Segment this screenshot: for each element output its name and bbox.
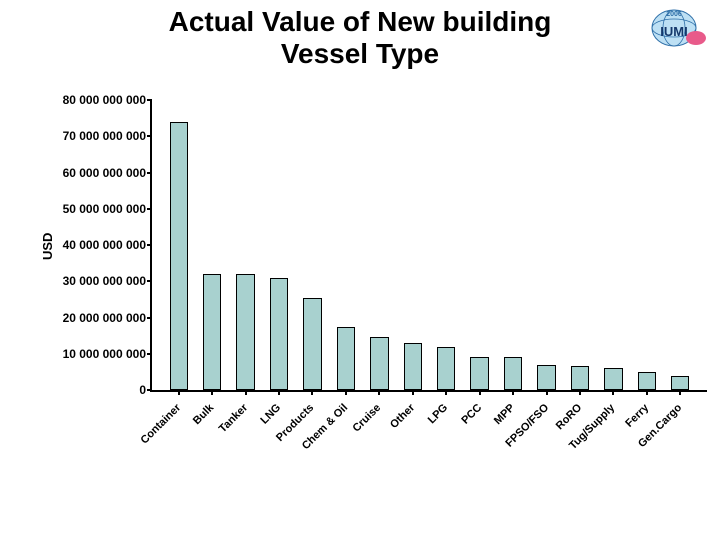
x-tick-mark <box>445 390 447 395</box>
iumi-logo: 2006 IUMI <box>644 6 708 50</box>
y-tick-mark <box>147 317 152 319</box>
x-tick-mark <box>378 390 380 395</box>
bar <box>504 357 522 390</box>
x-tick-mark <box>278 390 280 395</box>
y-tick-label: 10 000 000 000 <box>63 347 146 361</box>
bar <box>170 122 188 390</box>
bar <box>337 327 355 390</box>
x-tick-mark <box>512 390 514 395</box>
x-tick-mark <box>211 390 213 395</box>
x-tick-mark <box>546 390 548 395</box>
x-tick-mark <box>311 390 313 395</box>
svg-text:2006: 2006 <box>666 11 682 18</box>
chart-title: Actual Value of New building Vessel Type <box>0 6 720 70</box>
y-tick-mark <box>147 280 152 282</box>
y-tick-label: 40 000 000 000 <box>63 238 146 252</box>
y-tick-label: 20 000 000 000 <box>63 311 146 325</box>
plot-area: 010 000 000 00020 000 000 00030 000 000 … <box>150 100 707 392</box>
x-tick-mark <box>479 390 481 395</box>
bar <box>604 368 622 390</box>
bar <box>537 365 555 390</box>
y-tick-label: 0 <box>139 383 146 397</box>
svg-text:IUMI: IUMI <box>660 24 687 39</box>
x-tick-mark <box>178 390 180 395</box>
bar <box>671 376 689 391</box>
x-tick-mark <box>646 390 648 395</box>
bar <box>270 278 288 390</box>
x-tick-mark <box>579 390 581 395</box>
y-tick-mark <box>147 353 152 355</box>
x-tick-mark <box>679 390 681 395</box>
x-tick-mark <box>412 390 414 395</box>
y-tick-mark <box>147 172 152 174</box>
y-tick-mark <box>147 99 152 101</box>
bar <box>638 372 656 390</box>
bar <box>203 274 221 390</box>
y-tick-mark <box>147 389 152 391</box>
bar <box>470 357 488 390</box>
title-line-2: Vessel Type <box>0 38 720 70</box>
bar <box>303 298 321 390</box>
bar <box>404 343 422 390</box>
y-tick-label: 60 000 000 000 <box>63 166 146 180</box>
bar <box>437 347 455 391</box>
title-line-1: Actual Value of New building <box>0 6 720 38</box>
bar <box>236 274 254 390</box>
x-tick-mark <box>245 390 247 395</box>
x-tick-mark <box>345 390 347 395</box>
bar <box>370 337 388 390</box>
bar <box>571 366 589 390</box>
y-axis-label: USD <box>40 233 55 260</box>
y-tick-label: 30 000 000 000 <box>63 274 146 288</box>
y-tick-label: 70 000 000 000 <box>63 129 146 143</box>
y-tick-mark <box>147 135 152 137</box>
y-tick-mark <box>147 244 152 246</box>
y-tick-mark <box>147 208 152 210</box>
y-tick-label: 50 000 000 000 <box>63 202 146 216</box>
x-tick-mark <box>612 390 614 395</box>
y-tick-label: 80 000 000 000 <box>63 93 146 107</box>
